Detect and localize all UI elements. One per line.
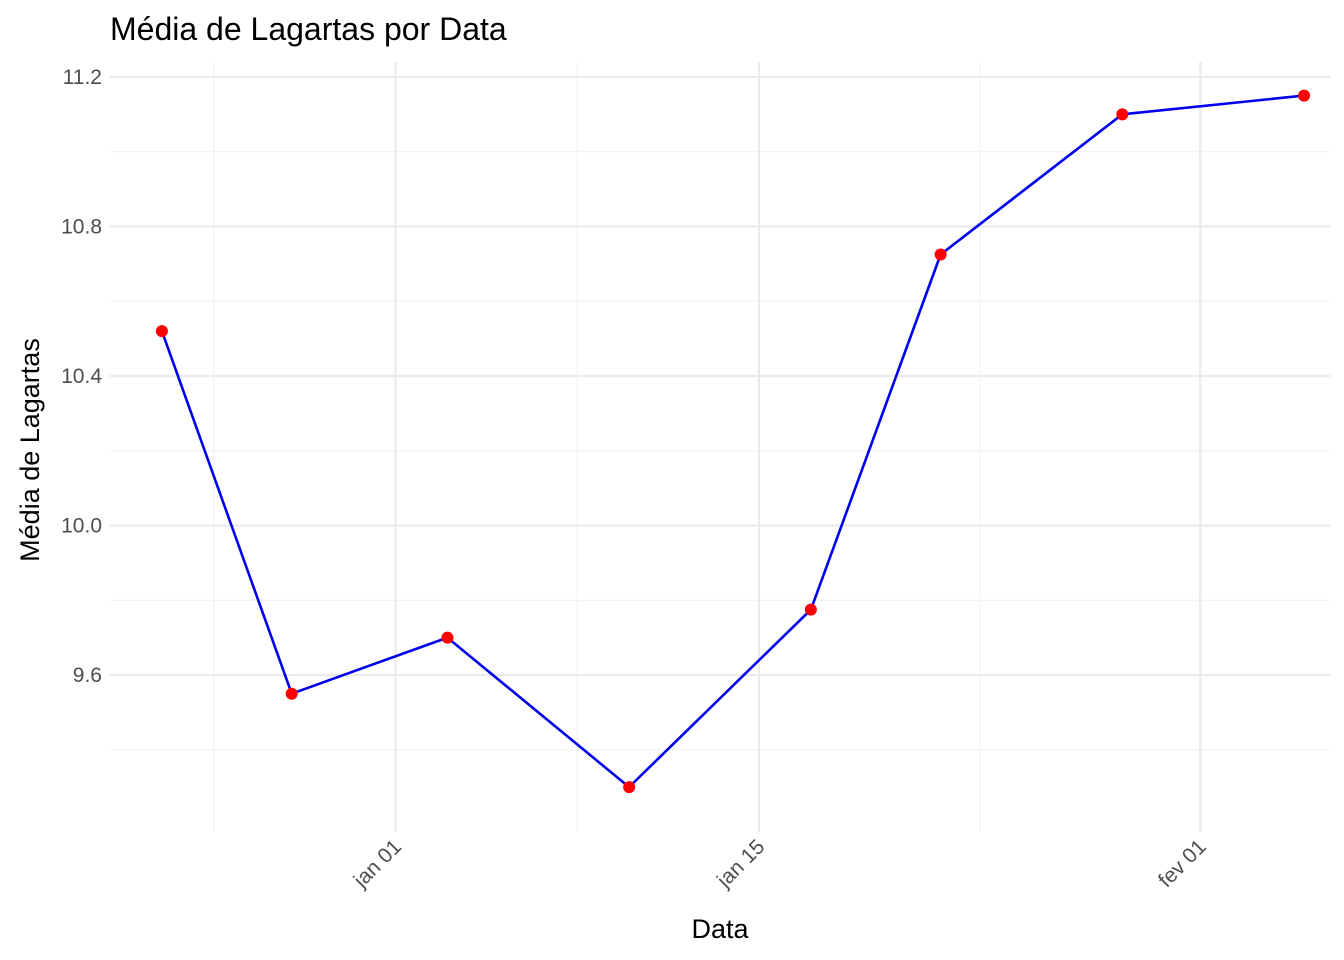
x-axis-tick-labels: jan 01 jan 15 fev 01 <box>349 835 1211 892</box>
data-point <box>804 603 817 616</box>
data-point <box>441 631 454 644</box>
x-tick-label: jan 01 <box>349 835 406 892</box>
major-gridlines-y <box>110 75 1330 677</box>
series-points-group <box>155 89 1311 794</box>
y-tick-label: 10.4 <box>61 365 102 388</box>
y-axis-title: Média de Lagartas <box>15 338 45 562</box>
data-point <box>155 325 168 338</box>
minor-gridlines-y <box>110 151 1330 751</box>
data-point <box>1298 89 1311 102</box>
y-tick-label: 10.8 <box>61 215 102 238</box>
data-point <box>1116 108 1129 121</box>
data-point <box>934 248 947 261</box>
x-axis-title: Data <box>691 914 749 944</box>
y-tick-label: 11.2 <box>63 66 102 89</box>
data-point <box>285 687 298 700</box>
x-tick-label: jan 15 <box>712 835 769 892</box>
y-axis-tick-labels: 9.6 10.0 10.4 10.8 11.2 <box>61 66 102 687</box>
series-line-group <box>160 94 1305 789</box>
x-tick-label: fev 01 <box>1154 835 1211 892</box>
chart-title: Média de Lagartas por Data <box>110 11 507 47</box>
y-tick-label: 10.0 <box>61 514 102 537</box>
data-point <box>623 781 636 794</box>
series-line <box>160 94 1305 789</box>
y-tick-label: 9.6 <box>73 664 102 687</box>
minor-gridlines-x <box>213 62 981 832</box>
major-gridlines-x <box>394 62 1202 832</box>
